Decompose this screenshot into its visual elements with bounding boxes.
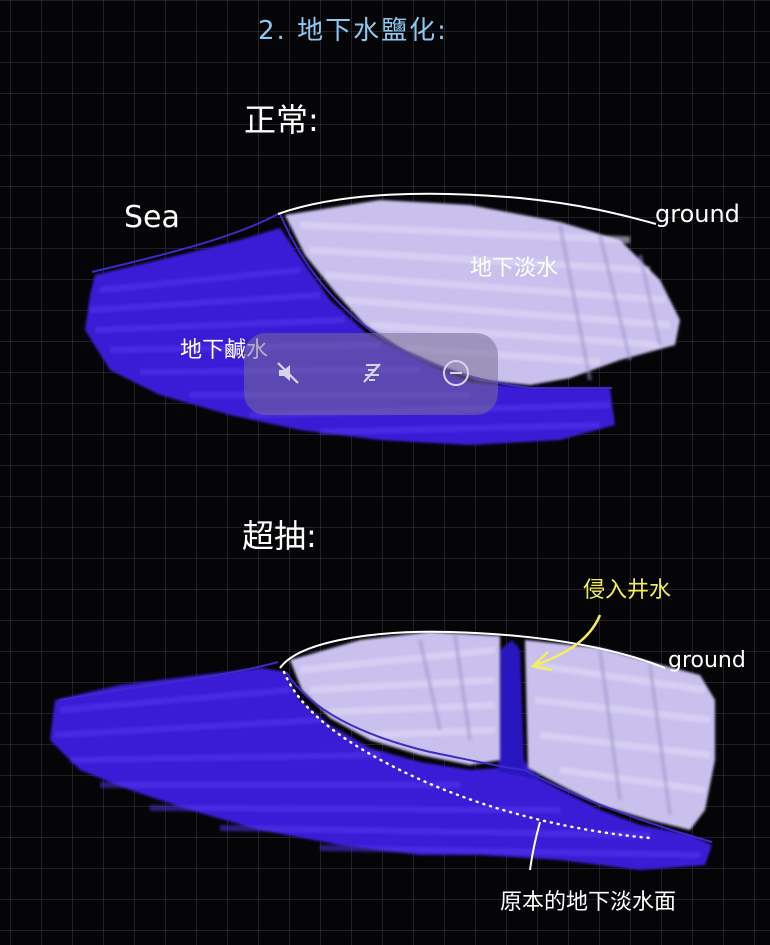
original-freshwater-level xyxy=(282,670,652,840)
overpump-saltwater xyxy=(50,640,712,870)
intrusion-label: 侵入井水 xyxy=(583,578,672,603)
overpump-heading: 超抽: xyxy=(242,517,317,555)
original-level-label: 原本的地下淡水面 xyxy=(500,890,677,915)
no-subtitles-icon[interactable] xyxy=(352,353,392,393)
minimize-icon[interactable] xyxy=(436,353,476,393)
sea-label: Sea xyxy=(124,200,180,235)
normal-ground-line xyxy=(277,192,657,225)
ground-label-normal: ground xyxy=(655,200,740,228)
overpump-interface-line xyxy=(285,671,713,843)
media-controls-overlay xyxy=(244,333,498,415)
intrusion-arrow xyxy=(534,614,602,667)
overpump-freshwater xyxy=(290,632,715,830)
intrusion-arrowhead xyxy=(530,651,553,672)
normal-sea-surface xyxy=(91,213,279,273)
mute-icon[interactable] xyxy=(268,353,308,393)
normal-freshwater xyxy=(285,200,680,385)
overpump-sea-surface xyxy=(59,661,279,701)
freshwater-label: 地下淡水 xyxy=(470,256,559,281)
ground-label-overpump: ground xyxy=(668,648,746,673)
section-title: 2. 地下水鹽化: xyxy=(258,16,448,46)
original-level-pointer xyxy=(529,821,541,871)
overpump-ground-line xyxy=(279,630,666,669)
normal-heading: 正常: xyxy=(244,101,319,139)
